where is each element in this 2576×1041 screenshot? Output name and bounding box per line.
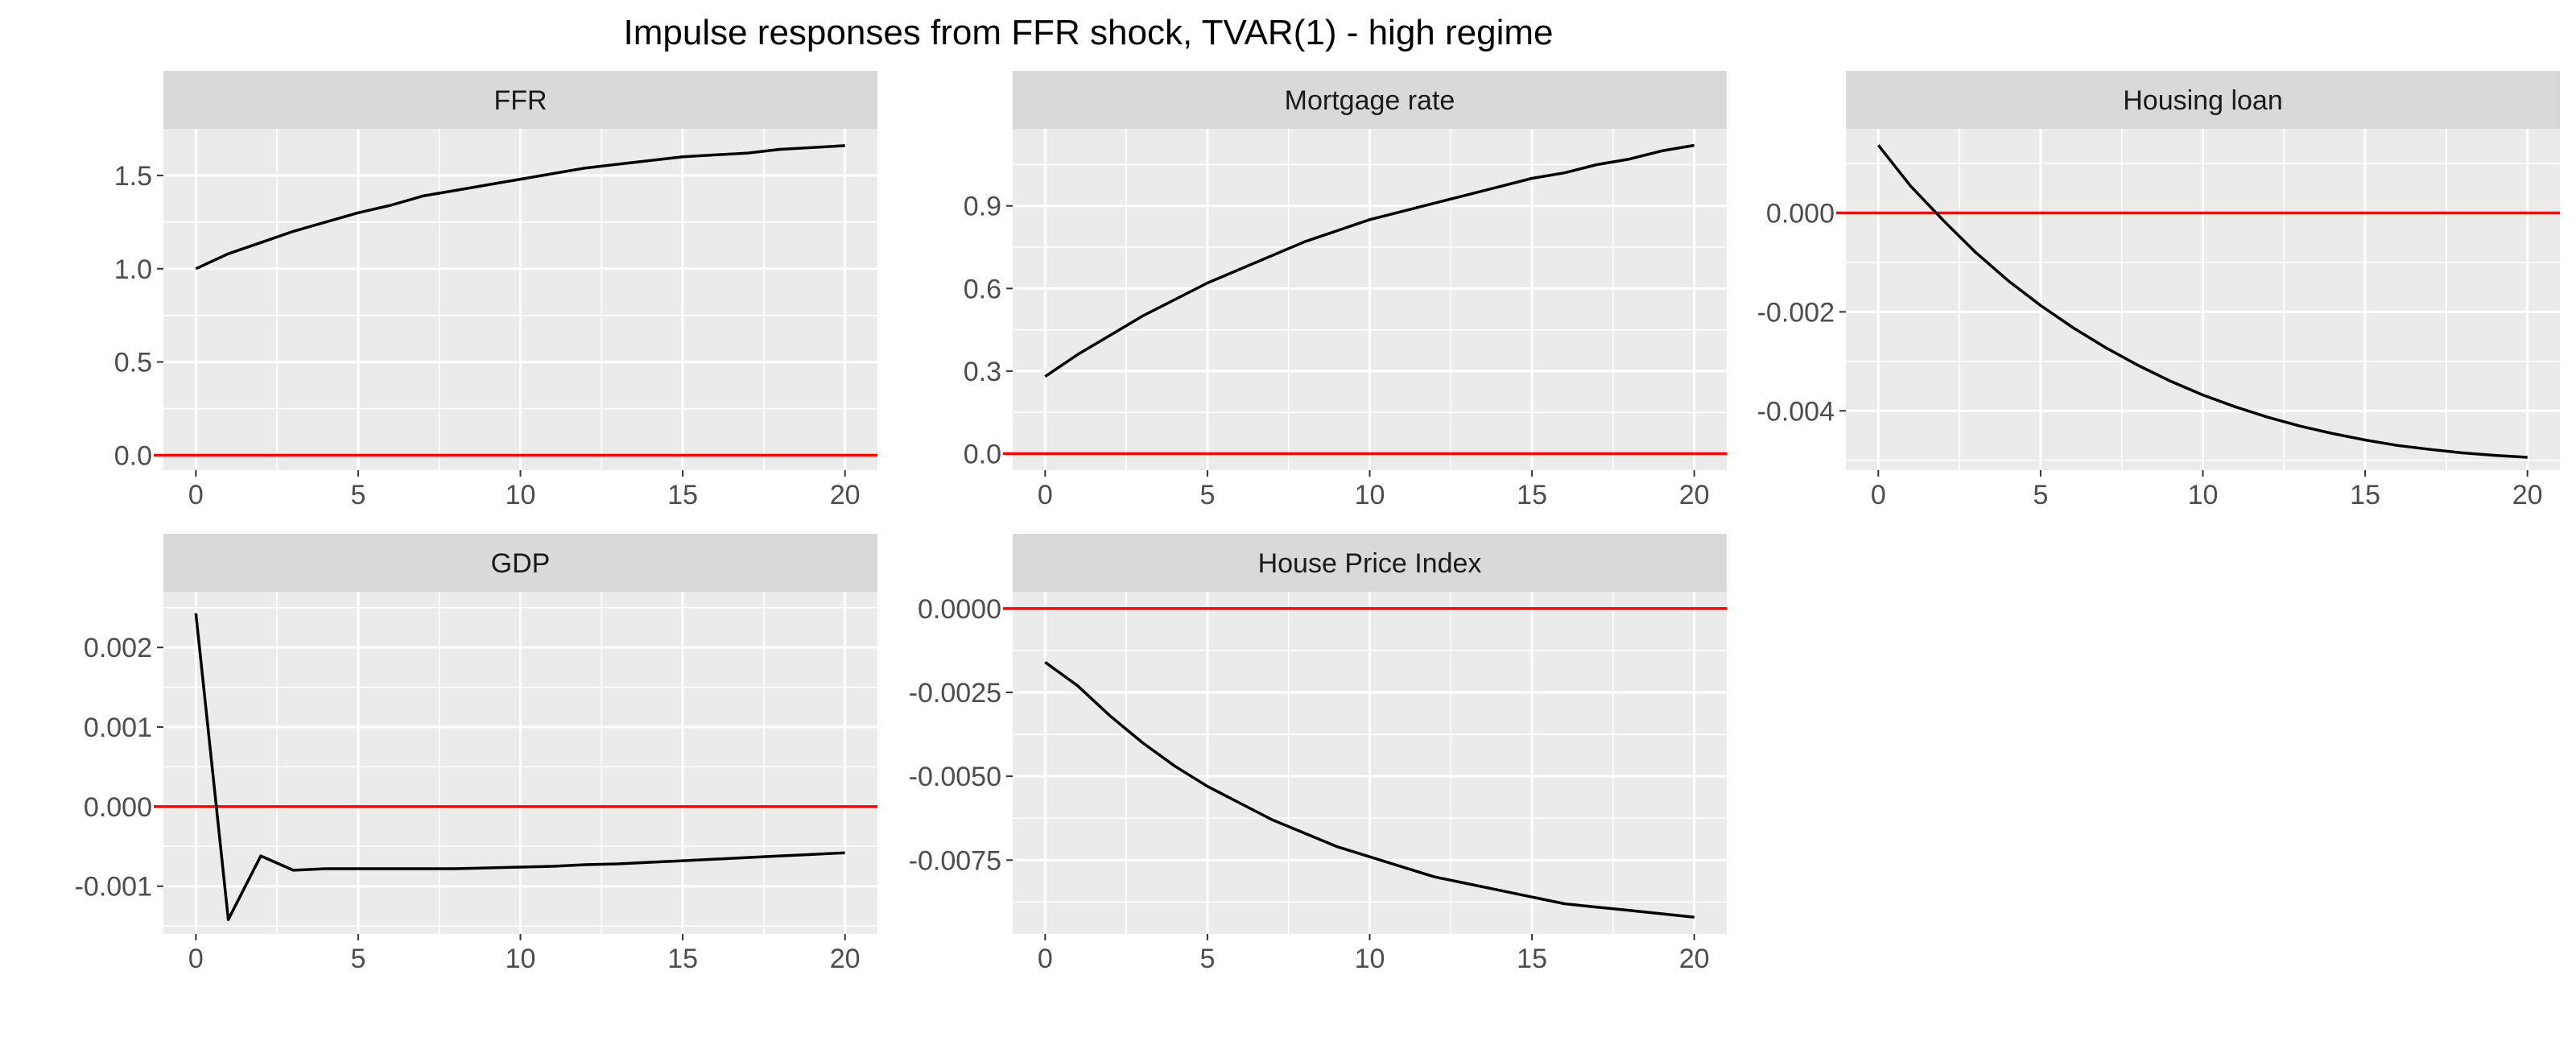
x-tick-label: 10	[2188, 480, 2219, 510]
y-tick-label: 1.5	[114, 161, 152, 192]
panel-title: House Price Index	[1258, 548, 1482, 579]
x-tick-label: 10	[1355, 944, 1385, 974]
impulse-response-line	[1044, 143, 1695, 378]
x-tick-label: 20	[1679, 944, 1710, 974]
x-tick-label: 10	[506, 944, 536, 974]
impulse-response-line	[1044, 661, 1695, 919]
panels: FFR 0 5 10 15 20 0.0 0.5 1.0 1.5 Mortgage rate 0 5 10…	[75, 71, 2560, 974]
panel-4: GDP 0 5 10 15 20 0.002 0.001 0.000 -0.001	[75, 534, 877, 974]
y-tick-label: -0.0075	[909, 845, 1001, 876]
panel-strip	[1013, 534, 1727, 592]
panel-1: FFR 0 5 10 15 20 0.0 0.5 1.0 1.5	[114, 71, 877, 510]
panel-title: Mortgage rate	[1285, 85, 1455, 116]
impulse-response-line	[1876, 144, 2528, 459]
x-tick-label: 0	[1038, 944, 1053, 974]
y-tick-label: -0.004	[1757, 396, 1835, 427]
x-tick-label: 20	[1679, 480, 1710, 510]
panel-3: Housing loan 0 5 10 15 20 0.000 -0.002 -0.004	[1757, 71, 2560, 510]
x-tick-label: 0	[1038, 480, 1053, 510]
x-tick-label: 15	[1517, 944, 1547, 974]
y-tick-label: 0.001	[84, 713, 152, 743]
panel-strip	[1846, 71, 2560, 129]
panel-title: FFR	[493, 85, 547, 116]
chart-title: Impulse responses from FFR shock, TVAR(1…	[624, 13, 1554, 52]
y-tick-label: 0.0	[114, 440, 152, 471]
x-tick-label: 20	[830, 480, 861, 510]
y-tick-label: 0.0000	[918, 594, 1001, 625]
x-tick-label: 15	[1517, 480, 1547, 510]
x-tick-label: 15	[667, 944, 698, 974]
x-tick-label: 15	[2350, 480, 2380, 510]
y-tick-label: 0.0	[964, 439, 1001, 469]
x-tick-label: 20	[2512, 480, 2543, 510]
panel-5: House Price Index 0 5 10 15 20 0.0000 -0.0025 -0…	[909, 534, 1727, 974]
y-tick-label: 0.3	[964, 357, 1001, 387]
y-tick-label: -0.0025	[909, 678, 1001, 708]
x-tick-label: 5	[350, 480, 365, 510]
x-tick-label: 10	[506, 480, 536, 510]
y-tick-label: 0.000	[84, 792, 152, 823]
y-tick-label: -0.0050	[909, 762, 1001, 792]
y-tick-label: 0.9	[964, 192, 1001, 222]
impulse-response-line	[195, 144, 845, 271]
y-tick-label: 0.002	[84, 633, 152, 663]
x-tick-label: 0	[188, 944, 204, 974]
x-tick-label: 5	[1199, 480, 1215, 510]
x-tick-label: 5	[1199, 944, 1215, 974]
x-tick-label: 0	[188, 480, 204, 510]
panel-strip	[1013, 71, 1727, 129]
x-tick-label: 5	[350, 944, 365, 974]
panel-strip	[163, 534, 877, 592]
x-tick-label: 0	[1871, 480, 1886, 510]
x-tick-label: 15	[667, 480, 698, 510]
y-tick-label: 0.5	[114, 348, 152, 378]
panel-strip	[163, 71, 877, 129]
y-tick-label: 0.000	[1766, 198, 1835, 229]
panel-title: Housing loan	[2123, 85, 2282, 116]
panel-2: Mortgage rate 0 5 10 15 20 0.0 0.3 0.6 0.9	[964, 71, 1727, 510]
x-tick-label: 20	[830, 944, 861, 974]
panel-title: GDP	[491, 548, 551, 579]
x-tick-label: 5	[2033, 480, 2048, 510]
y-tick-label: -0.001	[75, 872, 152, 903]
impulse-response-line	[194, 613, 845, 921]
x-tick-label: 10	[1355, 480, 1385, 510]
y-tick-label: 0.6	[964, 274, 1001, 304]
y-tick-label: -0.002	[1757, 297, 1835, 328]
y-tick-label: 1.0	[114, 254, 152, 285]
